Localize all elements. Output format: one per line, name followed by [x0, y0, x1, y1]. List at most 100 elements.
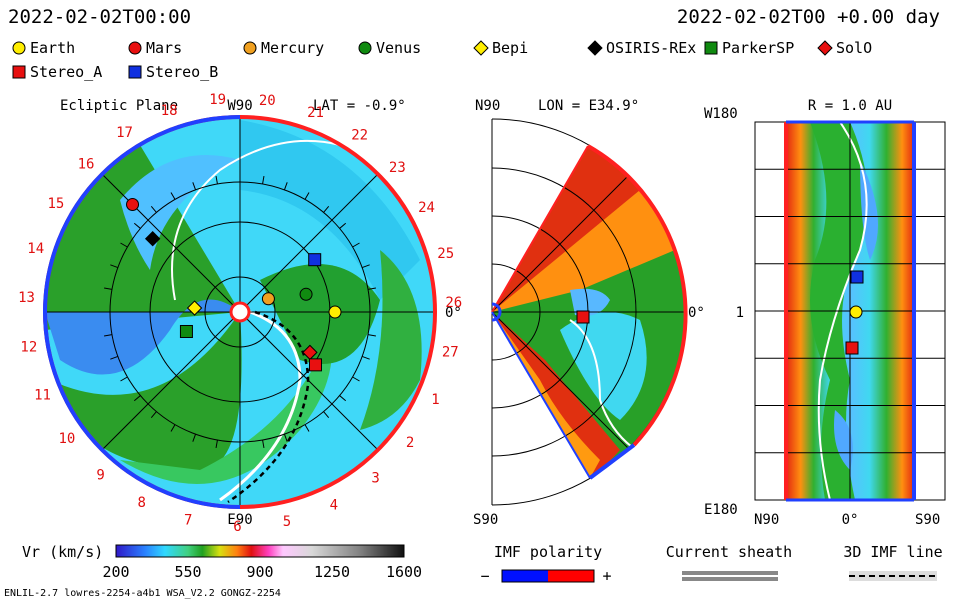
radial-panel: R = 1.0 AU W180 E180 1 N90 0° S90: [704, 98, 946, 528]
bepi-legend-marker: [473, 40, 489, 56]
imf-line-label: 3D IMF line: [843, 543, 942, 561]
ecliptic-grid-tick: [192, 182, 197, 191]
bepi-marker: [186, 300, 203, 316]
radial-mid-label: 1: [736, 305, 744, 321]
carrington-tick-label: 12: [20, 340, 37, 356]
earth-legend-marker: [12, 41, 26, 55]
body-legend: Earth Mars Mercury Venus Bepi OSIRIS-REx Parke…: [12, 39, 872, 81]
carrington-tick-label: 22: [351, 128, 368, 144]
datetime-title: 2022-02-02T00:00: [8, 6, 191, 28]
ecliptic-grid-tick: [339, 222, 347, 229]
stereo-a-marker: [308, 358, 322, 372]
ecliptic-grid-tick: [133, 395, 141, 402]
ecliptic-bottom-label: E90: [227, 512, 252, 528]
carrington-tick-label: 15: [47, 196, 64, 212]
radial-top-label: W180: [704, 106, 738, 122]
meridional-bottom-label: S90: [473, 512, 498, 528]
carrington-tick-label: 27: [442, 345, 459, 361]
meridional-panel: N90 LON = E34.9° S90 0°: [473, 98, 705, 528]
ecliptic-grid-tick: [150, 411, 157, 419]
solo-legend-marker: [817, 40, 833, 56]
carrington-tick-label: 14: [27, 241, 44, 257]
stereo-b-marker: [308, 253, 322, 267]
mars-legend-label: Mars: [146, 39, 182, 57]
stereo-a-marker-meridional: [576, 310, 590, 324]
ecliptic-grid-tick: [367, 287, 376, 290]
radial-x-label-0: 0°: [842, 512, 859, 528]
mars-marker: [126, 198, 140, 212]
ecliptic-grid-tick: [120, 242, 128, 248]
ecliptic-grid-tick: [262, 439, 265, 448]
parkersp-marker: [179, 324, 193, 338]
venus-legend-marker: [358, 41, 372, 55]
carrington-tick-label: 25: [437, 246, 454, 262]
imf-positive-swatch: [548, 570, 594, 582]
radial-title: R = 1.0 AU: [808, 98, 892, 114]
colorbar-tick-label: 900: [246, 563, 273, 581]
mercury-legend-marker: [243, 41, 257, 55]
stereo-a-marker-radial: [845, 341, 859, 355]
meridional-lon: LON = E34.9°: [538, 98, 639, 114]
ecliptic-title: Ecliptic Plane: [60, 98, 178, 114]
carrington-tick-label: 1: [431, 392, 439, 408]
carrington-ticks: 19 20212223242526271234567891011121314151…: [18, 92, 462, 535]
meridional-sun-icon: [491, 302, 502, 322]
meridional-top-label: N90: [475, 98, 500, 114]
meridional-rim: [587, 144, 688, 447]
colorbar: Vr (km/s) 200 550 900 1250 1600: [22, 543, 422, 581]
carrington-tick-label: 11: [34, 387, 51, 403]
colorbar-tick-label: 1250: [314, 563, 350, 581]
ecliptic-grid-tick: [104, 287, 113, 290]
carrington-tick-label: 18: [161, 103, 178, 119]
carrington-tick-label: 3: [371, 471, 379, 487]
ecliptic-grid-tick: [283, 182, 288, 191]
ecliptic-grid-tick: [133, 222, 141, 229]
ecliptic-grid-tick: [323, 205, 330, 213]
imf-plus-label: +: [602, 567, 611, 585]
colorbar-ticks: 200 550 900 1250 1600: [102, 563, 422, 581]
solo-legend-label: SolO: [836, 39, 872, 57]
carrington-tick-label: 13: [18, 290, 35, 306]
colorbar-label: Vr (km/s): [22, 543, 103, 561]
ecliptic-bodies: [126, 198, 342, 372]
carrington-tick-label: 4: [330, 497, 338, 513]
imf-polarity-label: IMF polarity: [494, 543, 602, 561]
meridional-grid-spoke: [491, 311, 629, 449]
carrington-tick-label: 26: [445, 295, 462, 311]
ecliptic-grid-tick: [339, 395, 347, 402]
parkersp-legend-label: ParkerSP: [722, 39, 794, 57]
meridional-edge-north: [491, 145, 589, 313]
ecliptic-grid-tick: [170, 192, 176, 200]
ecliptic-grid-tick: [304, 424, 310, 432]
venus-marker: [299, 287, 313, 301]
current-sheath-label: Current sheath: [666, 543, 792, 561]
mars-legend-marker: [128, 41, 142, 55]
colorbar-gradient: [115, 544, 405, 558]
radial-x-label-s90: S90: [915, 512, 940, 528]
meridional-edge-south: [588, 443, 636, 480]
ecliptic-right-label: 0°: [445, 305, 462, 321]
stereo-a-legend-label: Stereo_A: [30, 63, 102, 81]
carrington-tick-label: 23: [389, 160, 406, 176]
bepi-legend-label: Bepi: [492, 39, 528, 57]
colorbar-tick-label: 1600: [386, 563, 422, 581]
ecliptic-grid-tick: [192, 433, 197, 442]
ecliptic-grid-tick: [215, 176, 218, 185]
ecliptic-grid-tick: [110, 264, 119, 269]
ecliptic-grid-tick: [361, 264, 370, 269]
ecliptic-grid-tick: [120, 376, 128, 382]
meridional-speed-map: [492, 146, 686, 478]
imf-minus-label: −: [480, 567, 489, 585]
sun-icon: [229, 301, 251, 323]
imf-swatch-border: [501, 569, 595, 583]
imf-negative-swatch: [502, 570, 548, 582]
carrington-tick-label: 21: [307, 105, 324, 121]
stereo-a-legend-marker: [12, 65, 26, 79]
stereo-b-legend-label: Stereo_B: [146, 63, 218, 81]
colorbar-tick-label: 550: [174, 563, 201, 581]
ecliptic-grid-tick: [110, 355, 119, 360]
ecliptic-rim-negative: [43, 115, 241, 509]
radial-bottom-label: E180: [704, 502, 738, 518]
ecliptic-top-label: W90: [227, 98, 252, 114]
